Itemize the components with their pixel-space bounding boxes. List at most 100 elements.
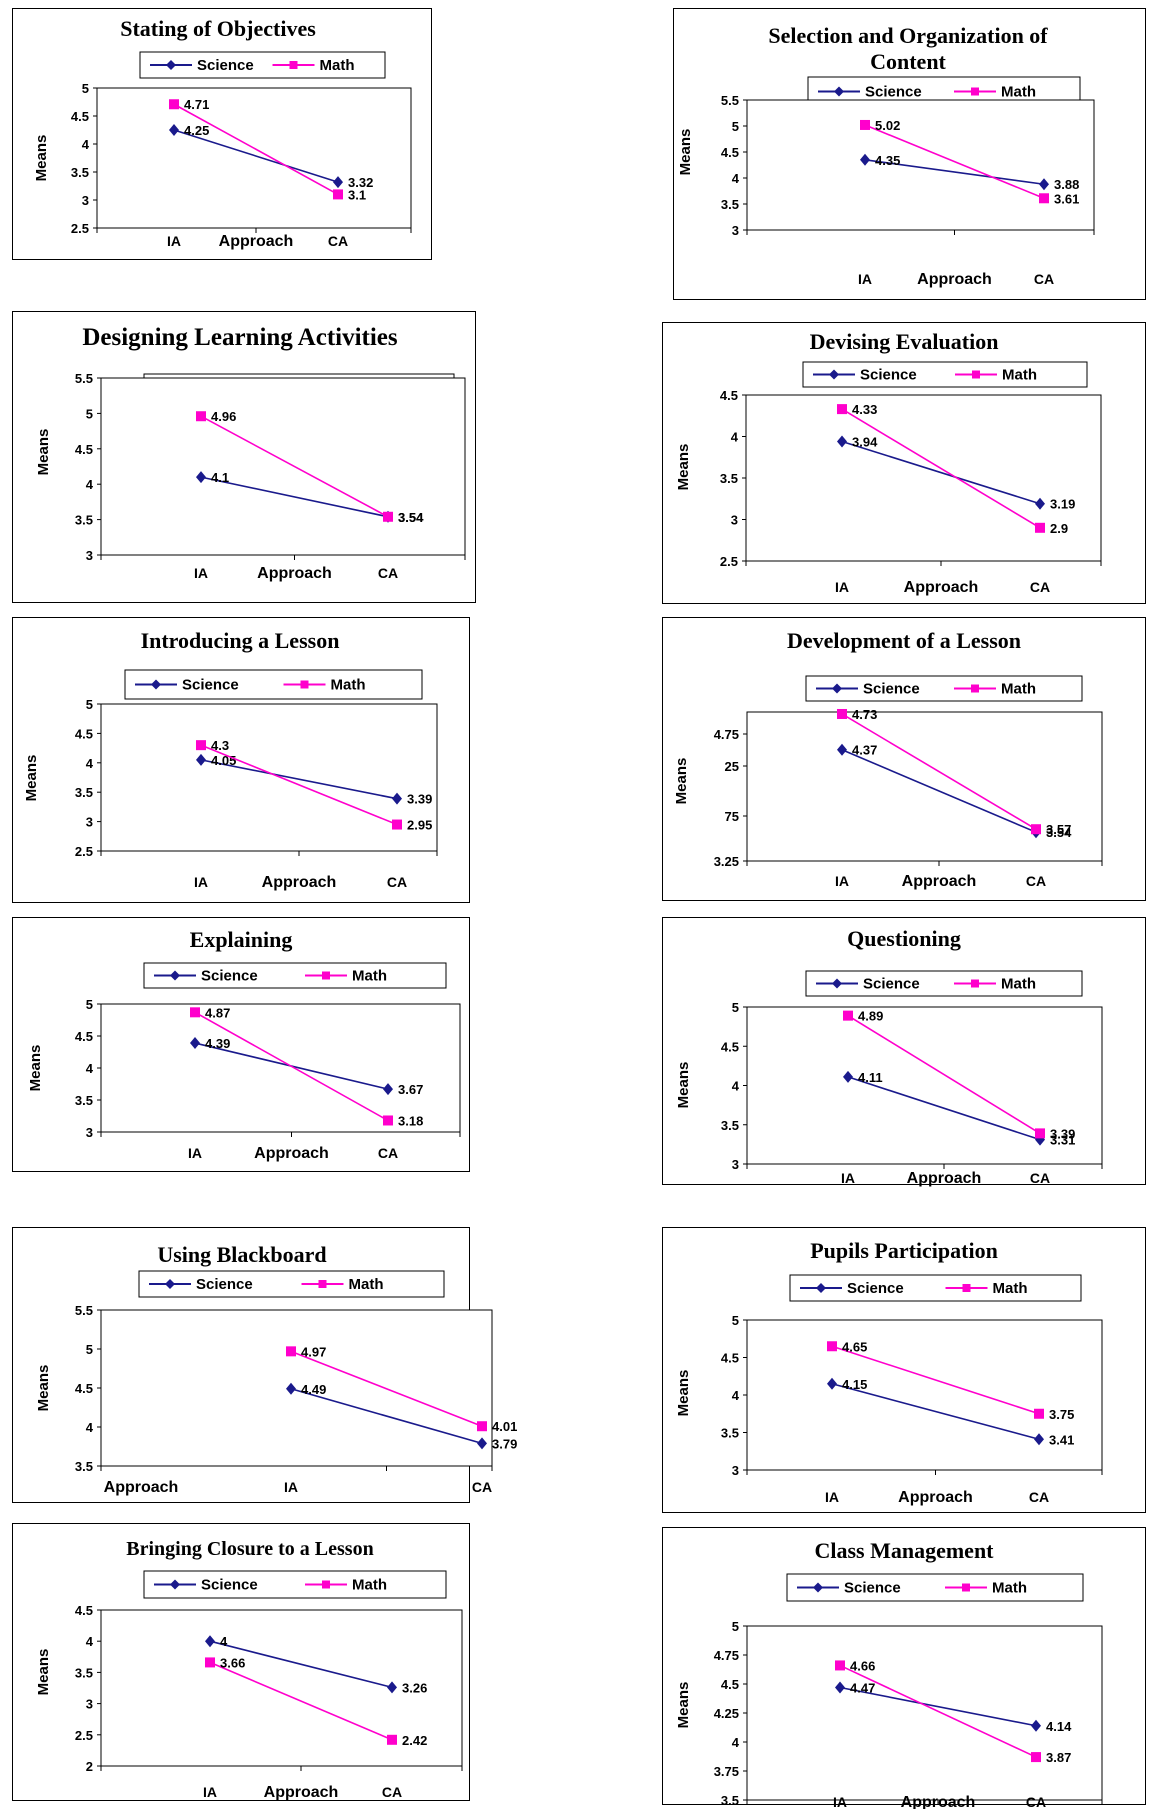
y-tick-label: 2 [86,1759,93,1774]
chart-title: Designing Learning Activities [82,324,398,351]
data-label: 3.54 [1046,825,1072,840]
data-label: 4.49 [301,1382,326,1397]
y-tick-label: 5 [82,81,89,96]
x-axis-label: Approach [898,1489,973,1506]
data-label: 4.3 [211,738,229,753]
legend-label-science: Science [201,968,258,985]
data-label: 3.26 [402,1680,427,1695]
series-line-science [841,749,1037,833]
chart-panel-3: Designing Learning ActivitiesScienceMath… [12,311,476,603]
y-tick-label: 3.75 [714,1764,739,1779]
data-point-math [1031,1752,1041,1763]
series-line-math [173,103,339,196]
y-tick-label: 75 [725,809,739,824]
data-label: 3.19 [1050,497,1075,512]
y-tick-label: 4 [732,1079,740,1094]
data-label: 4.37 [852,743,877,758]
data-label: 4.39 [205,1036,230,1051]
y-tick-label: 3.5 [75,1665,93,1680]
x-axis-label: Approach [257,565,332,582]
legend-marker-math [971,87,979,96]
chart-title: Devising Evaluation [810,329,999,354]
x-tick-label-ia: IA [835,873,849,889]
legend-label-math: Math [352,1577,387,1594]
x-axis-label: Approach [262,874,337,891]
series-line-math [839,1664,1037,1758]
plot-area [746,1625,1103,1801]
y-tick-label: 4.25 [714,1706,739,1721]
series-line-math [200,415,389,518]
x-axis-label: Approach [219,233,294,250]
plot-area [746,1006,1103,1165]
y-axis-label: Means [675,444,692,491]
y-tick-label: 5 [732,119,739,134]
x-axis-label: Approach [907,1170,982,1187]
data-point-math [477,1421,487,1432]
chart-panel-10: Pupils Participation Science Math 3 3.5 4 4.5 5… [662,1227,1146,1513]
y-tick-label: 4 [732,1735,740,1750]
x-tick-label-ca: CA [1029,1489,1049,1505]
x-tick-label-ca: CA [1030,579,1050,595]
y-tick-label: 5 [86,1342,93,1357]
legend-marker-math [322,971,330,980]
y-axis-label: Means [675,1682,692,1729]
y-tick-label: 5.5 [75,1303,93,1318]
y-tick-label: 5.5 [721,93,739,108]
y-axis-label: Means [675,1370,692,1417]
chart-panel-11: Bringing Closure to a Lesson Science Math 2… [12,1523,470,1801]
data-label: 2.9 [1050,521,1068,536]
data-label: 3.75 [1049,1407,1074,1422]
data-label: 3.79 [492,1436,517,1451]
legend-marker-science [151,679,161,690]
series-line-math [831,1345,1040,1415]
legend-label-math: Math [992,1580,1027,1597]
y-tick-label: 4 [82,137,90,152]
plot-area [746,99,1095,231]
data-point-math [286,1346,296,1357]
plot-area [100,1609,463,1767]
y-axis-label: Means [27,1045,44,1092]
x-axis-label: Approach [264,1784,339,1801]
data-point-math [1039,193,1049,204]
legend-marker-math [322,1580,330,1589]
data-label: 3.87 [1046,1750,1071,1765]
data-label: 3.39 [407,792,432,807]
data-point-science [860,153,870,166]
y-tick-label: 4 [86,477,94,492]
data-point-math [827,1341,837,1352]
y-tick-label: 3 [732,1157,739,1172]
y-tick-label: 25 [725,759,739,774]
y-tick-label: 5 [732,1000,739,1015]
data-point-science [477,1437,487,1450]
legend-marker-math [962,1284,971,1292]
chart-title: Explaining [190,927,293,952]
data-point-math [333,189,343,200]
legend-label-science: Science [182,677,239,694]
data-label: 4.11 [858,1070,883,1085]
x-tick-label-ia: IA [203,1784,217,1800]
series-line-science [209,1640,393,1689]
legend-marker-science [829,369,839,380]
plot-area [100,377,466,556]
y-tick-label: 3.5 [75,1459,93,1474]
legend-label-science: Science [865,84,922,101]
chart-panel-12: Class Management Science Math 3.5 3.75 4 4.25 4… [662,1527,1146,1809]
series-line-science [200,476,389,518]
y-tick-label: 4 [731,430,739,445]
chart-title: Selection and Organization of [768,23,1048,48]
y-tick-label: 4.5 [75,726,93,741]
x-axis-label: Approach [901,1794,976,1809]
data-label: 3.61 [1054,191,1079,206]
y-tick-label: 5 [732,1619,739,1634]
data-label: 3.31 [1050,1133,1075,1148]
y-tick-label: 5 [86,997,93,1012]
y-tick-label: 3 [732,1463,739,1478]
y-tick-label: 4 [86,1634,94,1649]
chart-panel-7: Explaining Science Math 3 3.5 4 4.5 5 IA CA Approa… [12,917,470,1172]
x-axis-label: Approach [104,1479,179,1496]
data-label: 3.32 [348,175,373,190]
data-point-science [1039,178,1049,191]
chart-title: Class Management [814,1538,994,1563]
